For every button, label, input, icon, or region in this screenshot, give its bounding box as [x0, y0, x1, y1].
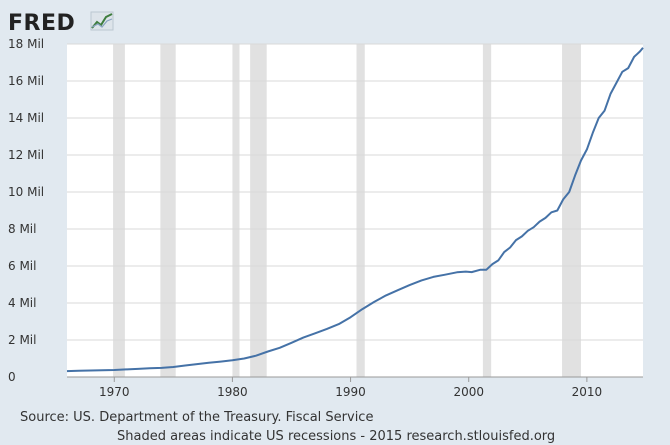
x-tick-label: 2010: [572, 385, 603, 399]
recession-band: [482, 44, 492, 377]
recession-band: [113, 44, 125, 377]
x-tick-label: 1970: [99, 385, 130, 399]
series-layer: [66, 47, 644, 373]
x-axis-ticks: 1970 1980 1990 2000 2010: [67, 376, 643, 399]
recession-note: Shaded areas indicate US recessions - 20…: [117, 429, 555, 444]
fred-logo-text: FRED: [8, 11, 75, 36]
y-tick-label: 2 Mil: [8, 333, 36, 347]
x-tick-label: 2000: [453, 385, 484, 399]
recession-shading: [113, 44, 581, 377]
graph-icon: [90, 11, 114, 31]
x-tick-label: 1980: [217, 385, 248, 399]
y-tick-label: 4 Mil: [8, 296, 36, 310]
y-tick-label: 18 Mil: [8, 37, 44, 51]
recession-band: [250, 44, 267, 377]
recession-band: [160, 44, 176, 377]
y-tick-label: 14 Mil: [8, 111, 44, 125]
series-line: [66, 47, 644, 373]
y-tick-label: 8 Mil: [8, 222, 36, 236]
y-tick-label: 10 Mil: [8, 185, 44, 199]
recession-band: [562, 44, 581, 377]
y-tick-label: 6 Mil: [8, 259, 36, 273]
y-axis-ticks: 0 2 Mil 4 Mil 6 Mil 8 Mil 10 Mil 12 Mil 14 Mil 1…: [8, 37, 44, 384]
y-tick-label: 0: [8, 370, 16, 384]
recession-band: [232, 44, 240, 377]
y-tick-label: 16 Mil: [8, 74, 44, 88]
fred-logo[interactable]: FRED: [8, 11, 114, 36]
y-tick-label: 12 Mil: [8, 148, 44, 162]
recession-band: [356, 44, 365, 377]
x-tick-label: 1990: [335, 385, 366, 399]
source-note: Source: US. Department of the Treasury. …: [20, 410, 373, 425]
